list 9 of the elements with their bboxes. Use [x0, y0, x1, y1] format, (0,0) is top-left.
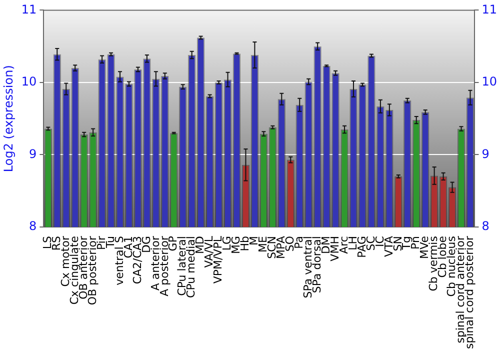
y2-tick-label: 8 [482, 219, 490, 234]
y-tick-label: 10 [21, 74, 37, 89]
y-axis-title: Log2 (expression) [1, 65, 16, 172]
y2-tick-label: 10 [482, 74, 498, 89]
y-tick-label: 8 [29, 219, 37, 234]
y2-tick-label: 9 [482, 146, 490, 161]
y-tick-label: 11 [21, 2, 37, 16]
y-tick-label: 9 [29, 146, 37, 161]
y2-tick-label: 11 [482, 2, 498, 16]
